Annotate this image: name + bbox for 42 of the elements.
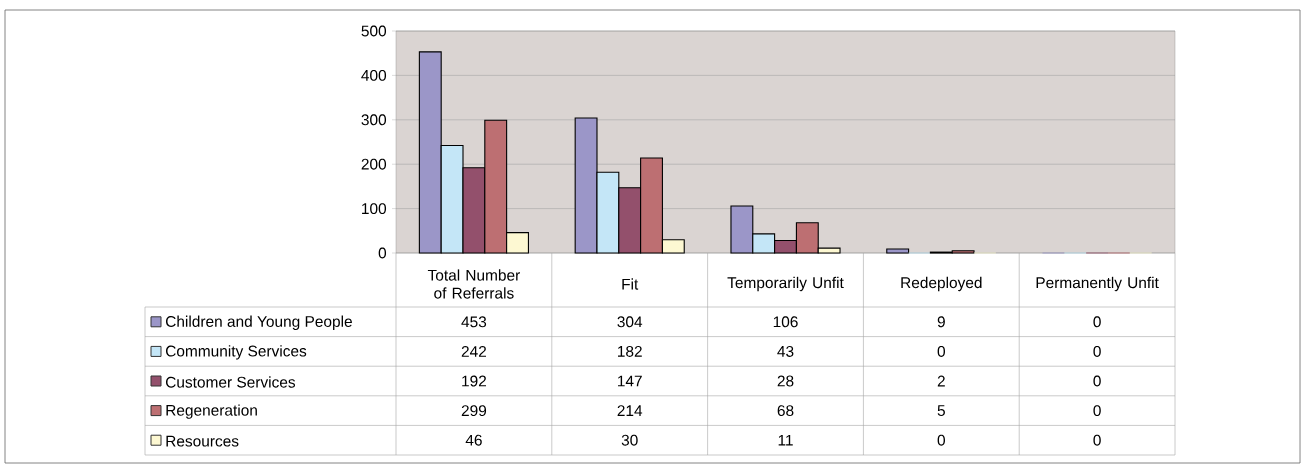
legend-label: Children and Young People (165, 315, 352, 330)
data-label: 0 (1093, 316, 1101, 328)
data-label: 242 (461, 346, 487, 357)
data-label: 106 (773, 316, 798, 328)
y-tick-label: 300 (361, 114, 387, 126)
legend-label: Regeneration (166, 404, 257, 419)
data-label: 11 (778, 434, 793, 446)
data-label: 2 (937, 375, 945, 387)
data-label: 43 (777, 345, 794, 357)
data-label: 214 (617, 405, 643, 416)
data-label: 28 (777, 375, 794, 387)
data-label: 30 (621, 434, 638, 446)
data-label: 192 (462, 375, 487, 387)
data-label: 0 (1093, 405, 1101, 417)
data-label: 0 (1093, 434, 1101, 446)
data-label: 0 (1093, 345, 1101, 357)
y-tick-label: 500 (361, 25, 387, 37)
data-label: 299 (461, 405, 487, 417)
data-label: 182 (618, 345, 642, 357)
data-label: 46 (465, 434, 482, 446)
y-tick-label: 0 (378, 247, 387, 259)
data-label: 0 (937, 434, 945, 446)
data-label: 453 (461, 316, 487, 328)
data-label: 147 (618, 375, 642, 387)
y-tick-label: 100 (362, 203, 387, 215)
bar (886, 248, 910, 254)
x-tick-label: Total Number of Referrals (427, 269, 520, 299)
data-label: 9 (937, 316, 945, 328)
x-tick-label: Permanently Unfit (1036, 276, 1159, 292)
data-label: 68 (777, 405, 794, 417)
x-tick-label: Redeployed (901, 276, 982, 292)
legend-label: Resources (166, 435, 239, 447)
legend-label: Customer Services (165, 376, 296, 388)
y-tick-label: 200 (361, 158, 387, 170)
legend-label: Community Services (165, 345, 307, 360)
data-label: 5 (937, 405, 945, 416)
x-tick-label: Temporarily Unfit (727, 276, 844, 292)
data-label: 304 (617, 316, 643, 328)
data-label: 0 (1093, 375, 1101, 387)
y-tick-label: 400 (361, 69, 387, 81)
data-label: 0 (937, 345, 945, 357)
x-tick-label: Fit (622, 278, 639, 290)
